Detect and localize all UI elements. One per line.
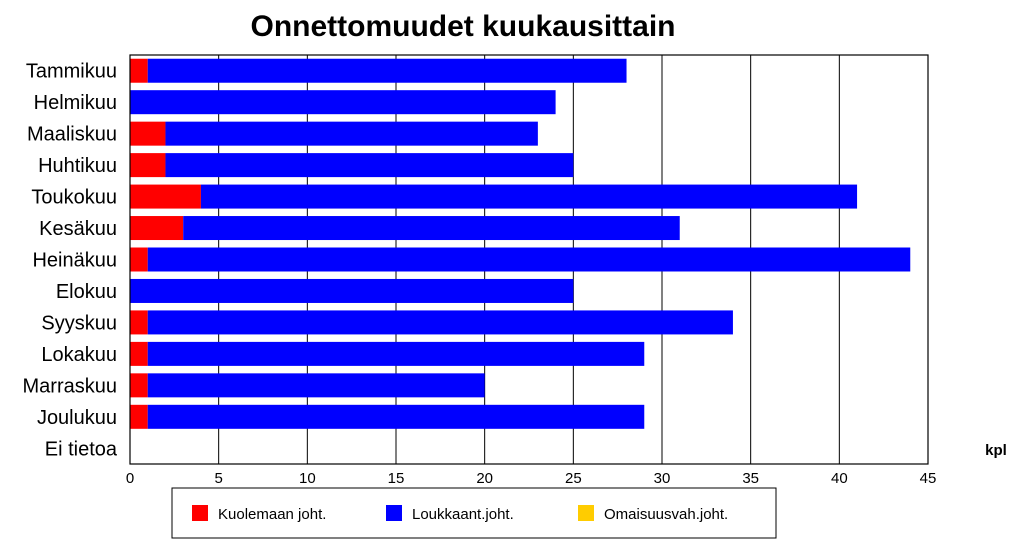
legend-swatch xyxy=(192,505,208,521)
bar-segment xyxy=(165,121,538,146)
bar-segment xyxy=(130,404,148,429)
bar-segment xyxy=(183,216,680,241)
bar-segment xyxy=(147,373,485,398)
bar-segment xyxy=(130,247,148,272)
legend-swatch xyxy=(386,505,402,521)
x-tick-label: 30 xyxy=(654,470,671,487)
bar-segment xyxy=(147,58,627,83)
bar-segment xyxy=(130,373,148,398)
category-label: Tammikuu xyxy=(26,61,117,83)
bar-segment xyxy=(130,153,166,178)
legend-label: Loukkaant.joht. xyxy=(412,506,514,523)
x-tick-label: 25 xyxy=(565,470,582,487)
x-tick-label: 40 xyxy=(831,470,848,487)
x-tick-label: 45 xyxy=(920,470,937,487)
x-axis-unit-label: kpl xyxy=(985,442,1007,459)
bar-segment xyxy=(130,310,148,335)
bar-segment xyxy=(130,216,184,241)
category-label: Helmikuu xyxy=(34,92,117,114)
bar-segment xyxy=(130,58,148,83)
category-label: Marraskuu xyxy=(23,375,117,397)
legend: Kuolemaan joht. Loukkaant.joht. Omaisuusva… xyxy=(171,487,777,539)
legend-box xyxy=(171,487,777,539)
bar-segment xyxy=(147,310,733,335)
legend-label: Kuolemaan joht. xyxy=(218,506,326,523)
bar-segment xyxy=(165,153,574,178)
category-label: Joulukuu xyxy=(37,407,117,429)
bar-segment xyxy=(147,341,645,366)
legend-swatch xyxy=(578,505,594,521)
category-label: Ei tietoa xyxy=(45,438,118,460)
legend-label: Omaisuusvah.joht. xyxy=(604,506,728,523)
bar-segment xyxy=(147,404,645,429)
bar-segment xyxy=(130,90,556,115)
x-tick-label: 20 xyxy=(476,470,493,487)
category-label: Maaliskuu xyxy=(27,124,117,146)
category-label: Lokakuu xyxy=(41,344,117,366)
category-labels: Tammikuu Helmikuu Maaliskuu Huhtikuu Toukoku… xyxy=(23,61,118,461)
category-label: Kesäkuu xyxy=(39,218,117,240)
x-tick-label: 10 xyxy=(299,470,316,487)
plot-frame xyxy=(129,54,929,465)
chart-title: Onnettomuudet kuukausittain xyxy=(250,10,675,43)
category-label: Syyskuu xyxy=(41,312,117,334)
bar-segment xyxy=(147,247,911,272)
category-label: Heinäkuu xyxy=(32,250,117,272)
x-axis-ticks: 0 5 10 15 20 25 30 35 40 45 xyxy=(126,470,937,487)
category-label: Elokuu xyxy=(56,281,117,303)
x-tick-label: 15 xyxy=(388,470,405,487)
x-tick-label: 35 xyxy=(742,470,759,487)
category-label: Toukokuu xyxy=(31,187,117,209)
bar-segment xyxy=(130,121,166,146)
bars xyxy=(130,58,911,429)
x-tick-label: 5 xyxy=(214,470,222,487)
x-tick-label: 0 xyxy=(126,470,134,487)
category-label: Huhtikuu xyxy=(38,155,117,177)
bar-segment xyxy=(130,184,201,209)
bar-segment xyxy=(130,341,148,366)
bar-segment xyxy=(200,184,858,209)
bar-segment xyxy=(130,278,574,303)
